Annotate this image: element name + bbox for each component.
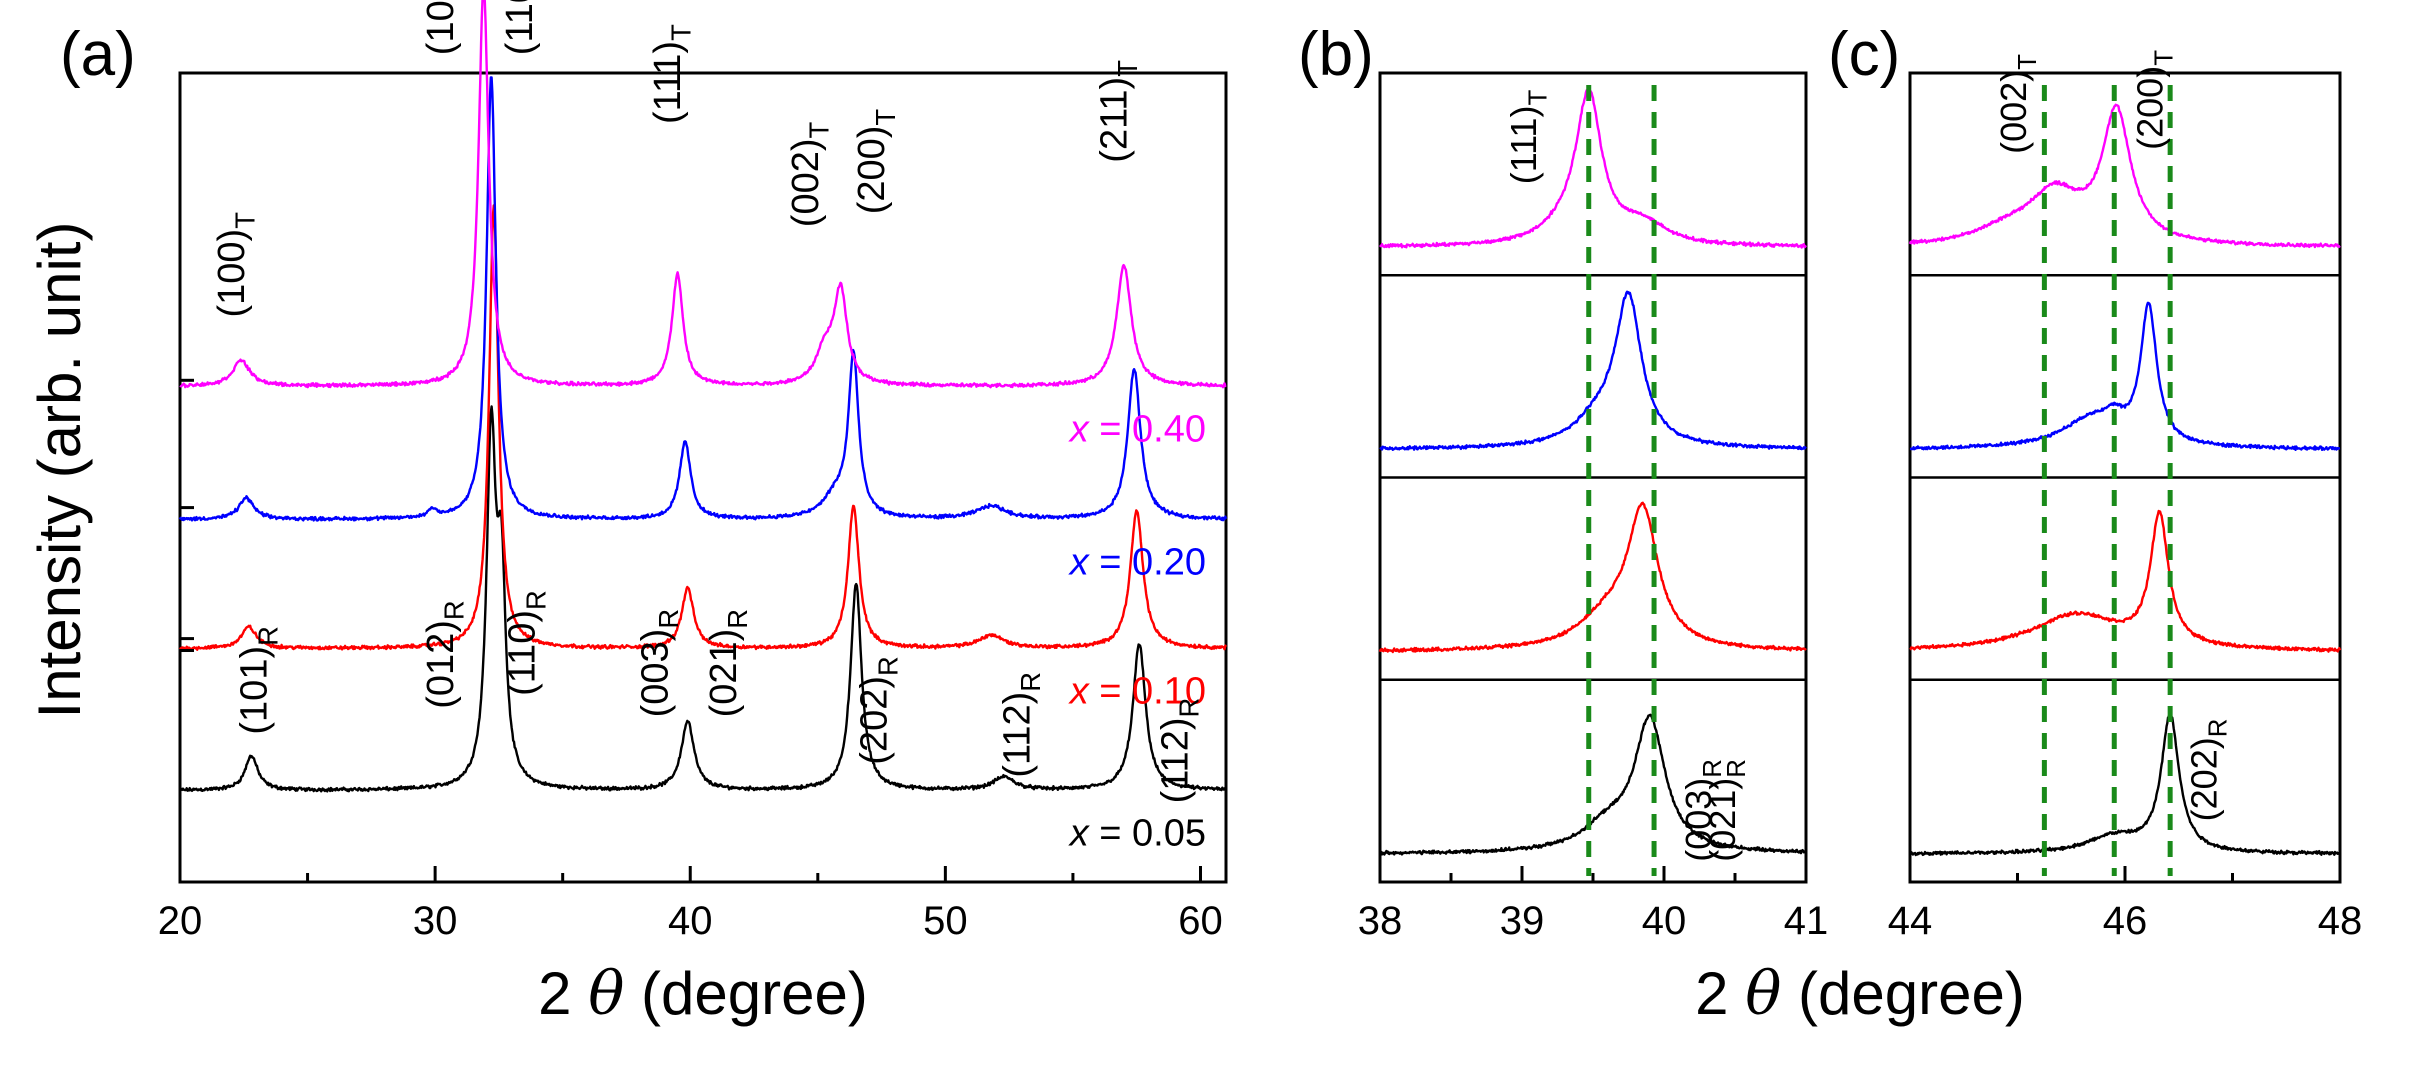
trace-c-040	[1908, 103, 2341, 249]
y-axis-label: Intensity (arb. unit)	[26, 222, 93, 719]
peak-label: (211)T	[1094, 60, 1144, 163]
panel-c: (002)T (200)T (202)R 44 46 48 (c)	[1828, 20, 2362, 943]
panel-a: x = 0.05 x = 0.10 x = 0.20 x = 0.40 20 30 40 50…	[26, 0, 1228, 1029]
peak-label: (021)R	[703, 609, 753, 717]
x-tick-label: 50	[923, 899, 968, 943]
trace-b-020	[1379, 290, 1807, 451]
panel-label-b: (b)	[1298, 20, 1374, 89]
peak-label: (110)T	[499, 0, 549, 55]
trace-c-010	[1909, 509, 2342, 653]
peak-label: (003)R	[1678, 759, 1727, 862]
peak-label: (110)R	[502, 590, 552, 696]
peak-label: (200)T	[2130, 50, 2179, 150]
x-axis-label-a: 2 θ (degree)	[538, 959, 868, 1029]
trace-b-005	[1378, 713, 1807, 856]
x-tick-label: 60	[1178, 899, 1223, 943]
x-tick-label: 40	[1642, 899, 1687, 943]
peak-label: (200)T	[851, 109, 901, 215]
composition-label: x = 0.40	[1068, 408, 1206, 450]
peak-label: (021)R	[1702, 759, 1751, 862]
x-tick-label: 39	[1500, 899, 1545, 943]
trace-b-040	[1379, 87, 1808, 249]
x-tick-label: 40	[668, 899, 713, 943]
trace-b-010	[1378, 501, 1807, 654]
composition-label: x = 0.10	[1068, 671, 1206, 713]
composition-label: x = 0.05	[1068, 813, 1206, 855]
peak-label: (101)T	[420, 0, 470, 55]
peak-label: (002)T	[1993, 54, 2042, 154]
peak-label: (202)R	[854, 656, 904, 764]
x-tick-label: 48	[2318, 899, 2363, 943]
peak-label: (012)R	[420, 600, 470, 708]
panel-b: (111)T (003)R(021)R 38 39 40 41 (b)	[1298, 20, 1828, 943]
peak-label: (002)T	[785, 121, 835, 227]
peak-label: (101)R	[234, 626, 284, 734]
peak-label: (100)T	[211, 212, 261, 318]
x-tick-label: 20	[158, 899, 203, 943]
trace-a-010	[179, 204, 1228, 652]
peak-label: (003)R	[634, 609, 684, 717]
peak-label: (112)R	[997, 672, 1047, 778]
x-tick-label: 46	[2103, 899, 2148, 943]
trace-c-005	[1909, 713, 2341, 857]
peak-label: (112)R	[1155, 698, 1205, 804]
panel-label-c: (c)	[1828, 20, 1900, 89]
trace-a-040	[179, 0, 1227, 389]
x-tick-label: 30	[413, 899, 458, 943]
peak-label: (111)T	[647, 24, 697, 124]
panel-a-frame	[178, 71, 1228, 884]
x-tick-label: 44	[1888, 899, 1933, 943]
panel-label-a: (a)	[60, 20, 136, 89]
trace-a-005	[178, 405, 1228, 793]
trace-a-020	[178, 76, 1228, 522]
x-axis-label-bc: 2 θ (degree)	[1695, 959, 2025, 1029]
x-tick-label: 41	[1784, 899, 1829, 943]
peak-label: (202)R	[2183, 719, 2232, 822]
trace-c-020	[1909, 301, 2341, 451]
composition-label: x = 0.20	[1068, 542, 1206, 584]
x-tick-label: 38	[1358, 899, 1403, 943]
peak-label: (111)T	[1503, 90, 1552, 185]
